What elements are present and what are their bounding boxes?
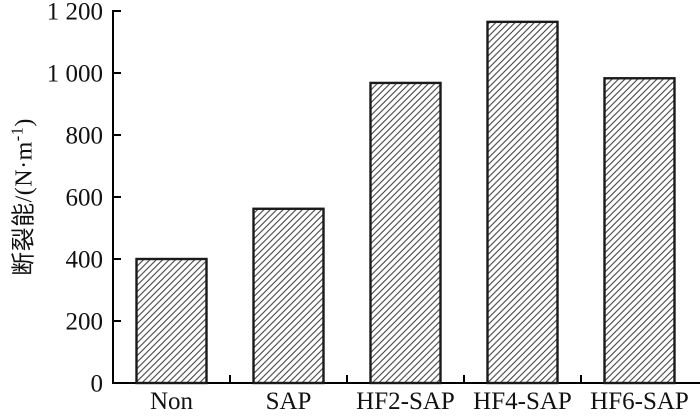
x-category-label: HF2-SAP [356, 388, 455, 415]
axis-tick-labels: 0 200 400 600 800 1 000 1 200 Non SAP HF2-SAP HF4-… [47, 0, 689, 415]
y-tick-label: 0 [91, 371, 104, 398]
bar-hf2-sap [369, 81, 442, 385]
bar-sap [252, 207, 325, 385]
x-category-label: HF6-SAP [590, 388, 689, 415]
bar-hf4-sap [486, 20, 559, 385]
x-category-label: HF4-SAP [473, 388, 572, 415]
bars-group [135, 20, 676, 385]
y-tick-label: 800 [66, 123, 104, 150]
bar-hf6-sap [603, 77, 676, 385]
x-category-label: Non [150, 388, 194, 415]
y-axis-label: 断裂能/(N·m-1) [4, 118, 39, 276]
y-tick-label: 600 [66, 185, 104, 212]
y-axis-label-close: ) [11, 118, 38, 127]
y-tick-label: 200 [66, 309, 104, 336]
y-axis-label-superscript: -1 [7, 126, 27, 142]
x-category-label: SAP [266, 388, 312, 415]
bar-non [135, 257, 208, 385]
y-tick-label: 1 000 [47, 61, 103, 88]
y-tick-label: 400 [66, 247, 104, 274]
y-axis-label-main: 断裂能/(N·m [11, 141, 38, 276]
y-tick-label: 1 200 [47, 0, 103, 26]
